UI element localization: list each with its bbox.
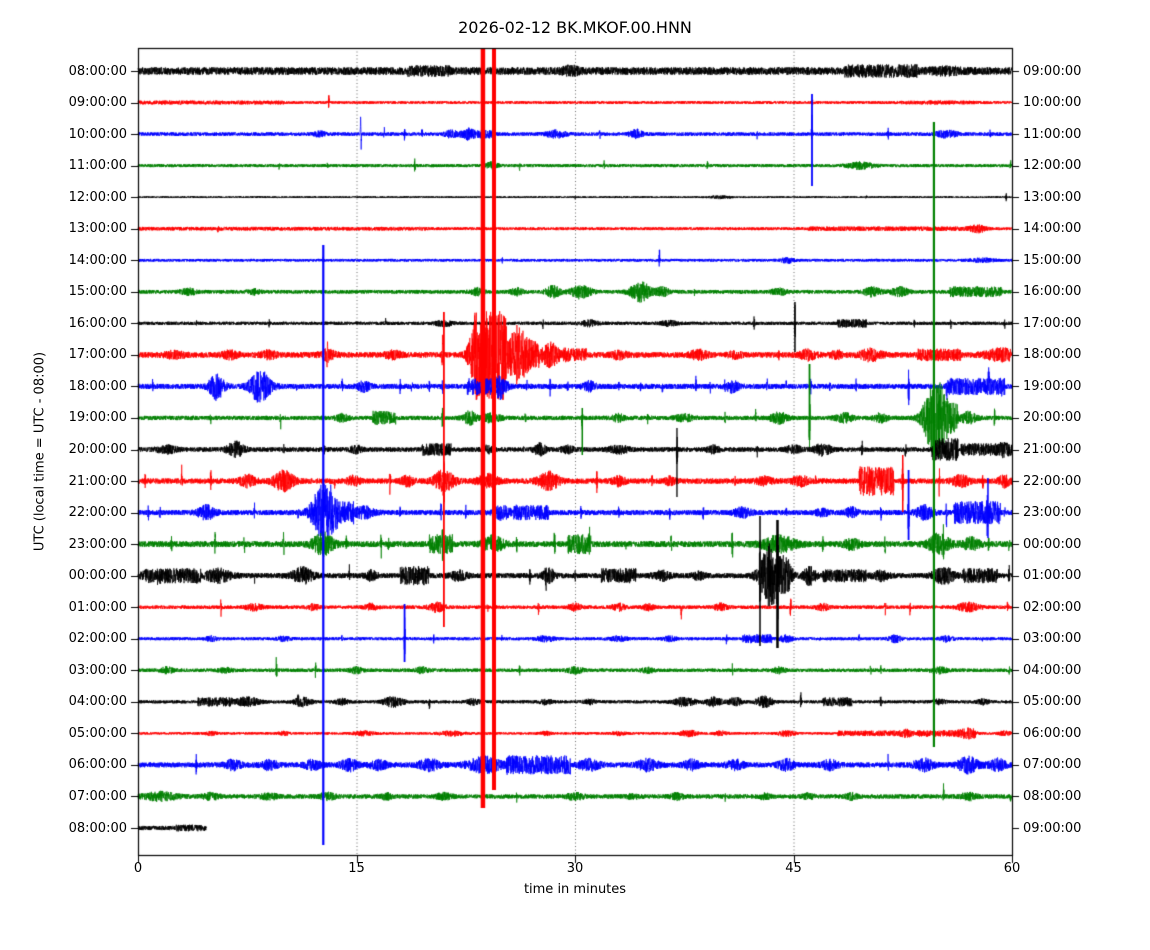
row-left-time-label: 09:00:00 [68, 95, 127, 111]
row-left-time-label: 11:00:00 [68, 158, 127, 174]
x-tick-label: 30 [566, 861, 584, 876]
row-left-time-label: 19:00:00 [68, 410, 127, 426]
row-right-time-label: 13:00:00 [1023, 189, 1082, 205]
plot-title: 2026-02-12 BK.MKOF.00.HNN [458, 18, 692, 37]
row-right-time-label: 11:00:00 [1023, 126, 1082, 142]
row-left-time-label: 05:00:00 [68, 725, 127, 741]
row-right-time-label: 05:00:00 [1023, 694, 1082, 710]
row-left-time-label: 01:00:00 [68, 599, 127, 615]
x-tick-label: 15 [348, 861, 365, 876]
row-left-time-label: 00:00:00 [68, 568, 127, 584]
row-right-time-label: 18:00:00 [1023, 347, 1082, 363]
row-right-time-label: 23:00:00 [1023, 505, 1082, 521]
row-right-time-label: 07:00:00 [1023, 757, 1082, 773]
row-right-time-label: 16:00:00 [1023, 284, 1082, 300]
row-right-time-label: 02:00:00 [1023, 599, 1082, 615]
row-left-time-label: 08:00:00 [68, 820, 127, 836]
row-right-time-label: 15:00:00 [1023, 252, 1082, 268]
row-left-time-label: 07:00:00 [68, 788, 127, 804]
row-left-time-label: 15:00:00 [68, 284, 127, 300]
row-right-time-label: 06:00:00 [1023, 725, 1082, 741]
row-left-time-label: 08:00:00 [68, 63, 127, 79]
row-right-time-label: 10:00:00 [1023, 95, 1082, 111]
x-tick-label: 45 [785, 861, 802, 876]
row-left-time-label: 02:00:00 [68, 631, 127, 647]
y-axis-label: UTC (local time = UTC - 08:00) [32, 351, 48, 552]
row-left-time-label: 16:00:00 [68, 315, 127, 331]
x-tick-label: 60 [1003, 861, 1021, 876]
row-left-time-label: 23:00:00 [68, 536, 127, 552]
row-left-time-label: 21:00:00 [68, 473, 127, 489]
row-left-time-label: 18:00:00 [68, 378, 127, 394]
row-right-time-label: 04:00:00 [1023, 662, 1082, 678]
row-right-time-label: 00:00:00 [1023, 536, 1082, 552]
row-right-time-label: 12:00:00 [1023, 158, 1082, 174]
row-right-time-label: 21:00:00 [1023, 442, 1082, 457]
x-axis-label: time in minutes [523, 882, 627, 897]
row-right-time-label: 19:00:00 [1023, 378, 1082, 394]
row-left-time-label: 14:00:00 [68, 252, 127, 268]
row-left-time-label: 13:00:00 [68, 221, 127, 237]
row-right-time-label: 20:00:00 [1023, 410, 1082, 426]
row-right-time-label: 08:00:00 [1023, 788, 1082, 804]
row-right-time-label: 22:00:00 [1023, 473, 1082, 489]
row-left-time-label: 06:00:00 [68, 757, 127, 773]
row-left-time-label: 22:00:00 [68, 505, 127, 521]
row-left-time-label: 04:00:00 [68, 694, 127, 710]
row-left-time-label: 17:00:00 [68, 347, 127, 363]
row-right-time-label: 09:00:00 [1023, 63, 1082, 79]
row-left-time-label: 20:00:00 [68, 442, 127, 457]
row-right-time-label: 17:00:00 [1023, 315, 1082, 331]
row-left-time-label: 03:00:00 [68, 662, 127, 678]
row-left-time-label: 10:00:00 [68, 126, 127, 142]
row-right-time-label: 03:00:00 [1023, 631, 1082, 647]
row-left-time-label: 12:00:00 [68, 189, 127, 205]
row-right-time-label: 14:00:00 [1023, 221, 1082, 237]
x-tick-label: 0 [133, 861, 143, 876]
row-right-time-label: 01:00:00 [1023, 568, 1082, 584]
row-right-time-label: 09:00:00 [1023, 820, 1082, 836]
